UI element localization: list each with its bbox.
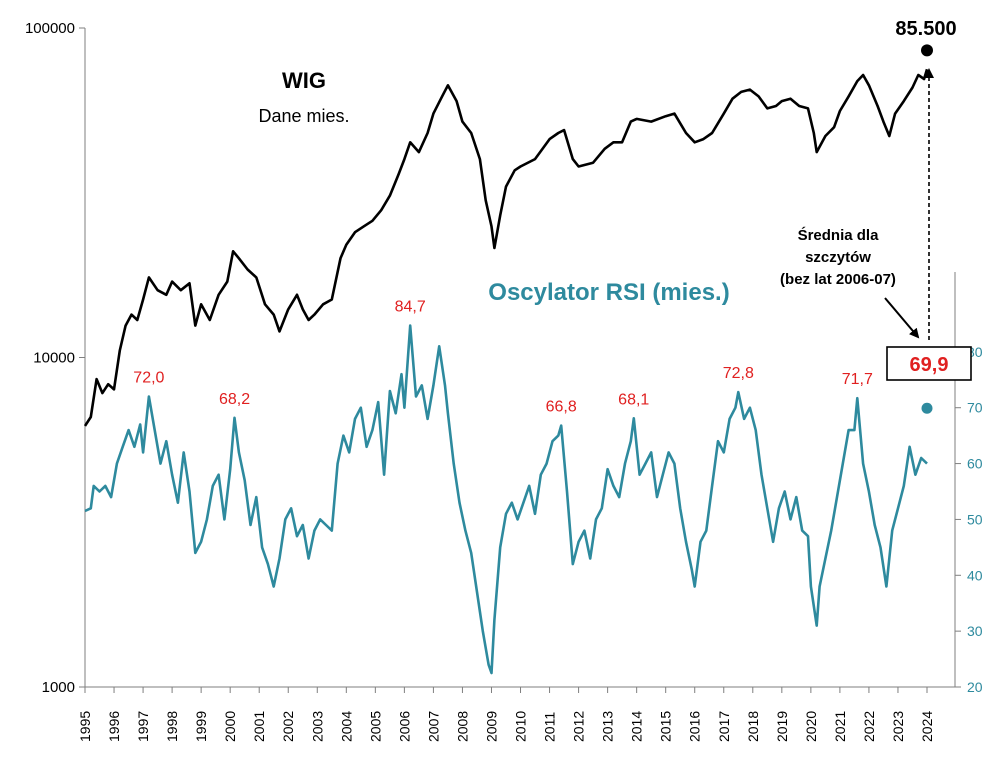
rsi-peak-label: 68,1 xyxy=(618,391,649,408)
x-axis-tick-label: 2016 xyxy=(687,711,703,742)
x-axis-tick-label: 2015 xyxy=(658,711,674,742)
average-value-box xyxy=(886,346,972,381)
x-axis-tick-label: 2020 xyxy=(803,711,819,742)
right-axis-tick-label: 50 xyxy=(967,511,983,527)
x-axis-tick-label: 2010 xyxy=(513,711,529,742)
x-axis-tick-label: 2023 xyxy=(890,711,906,742)
right-axis-tick-label: 40 xyxy=(967,567,983,583)
x-axis-tick-label: 1995 xyxy=(77,711,93,742)
x-axis-tick-label: 2009 xyxy=(483,711,499,742)
average-note-line-3: (bez lat 2006-07) xyxy=(780,271,896,288)
x-axis-tick-label: 2008 xyxy=(454,711,470,742)
average-value-label: 69,9 xyxy=(910,354,949,376)
x-axis-tick-label: 2002 xyxy=(280,711,296,742)
x-axis-tick-label: 2024 xyxy=(919,711,935,742)
x-axis-tick-label: 2012 xyxy=(571,711,587,742)
target-value-label: 85.500 xyxy=(895,18,956,40)
x-axis-tick-label: 2003 xyxy=(309,711,325,742)
right-axis-tick-label: 20 xyxy=(967,679,983,695)
left-axis-tick-label: 10000 xyxy=(33,350,75,367)
left-axis-tick-label: 100000 xyxy=(25,20,75,37)
rsi-peak-label: 71,7 xyxy=(842,371,873,388)
x-axis-ticks: 1995 1996 1997 1998 1999 2000 2001 2002 2003 2004… xyxy=(77,687,935,742)
x-axis-tick-label: 2001 xyxy=(251,711,267,742)
x-axis-tick-label: 2007 xyxy=(425,711,441,742)
x-axis-tick-label: 2022 xyxy=(861,711,877,742)
wig-series-line xyxy=(83,68,929,427)
rsi-peak-label: 68,2 xyxy=(219,391,250,408)
x-axis-tick-label: 2011 xyxy=(542,712,558,742)
x-axis-tick-label: 2014 xyxy=(629,711,645,742)
average-note-line-2: szczytów xyxy=(805,249,871,266)
chart-subtitle: Dane mies. xyxy=(258,106,349,126)
x-axis-tick-label: 2005 xyxy=(367,711,383,742)
x-axis-tick-label: 2004 xyxy=(338,711,354,742)
target-point xyxy=(921,44,933,57)
rsi-peak-label: 84,7 xyxy=(395,299,426,316)
x-axis-tick-label: 1999 xyxy=(193,711,209,742)
rsi-peak-label: 72,0 xyxy=(133,370,164,387)
rsi-peak-label: 72,8 xyxy=(723,365,754,382)
average-rsi-point xyxy=(921,402,933,414)
left-axis-tick-label: 1000 xyxy=(42,679,75,696)
x-axis-tick-label: 1996 xyxy=(106,711,122,742)
rsi-series-title: Oscylator RSI (mies.) xyxy=(488,279,729,306)
rsi-peak-labels: 72,0 68,2 84,7 66,8 68,1 72,8 71,7 xyxy=(133,299,873,416)
right-axis-tick-label: 60 xyxy=(967,456,983,472)
average-note-line-1: Średnia dla xyxy=(798,226,880,244)
x-axis-tick-label: 2013 xyxy=(600,711,616,742)
average-note-arrow xyxy=(884,297,920,339)
right-axis-tick-label: 70 xyxy=(967,400,983,416)
x-axis-tick-label: 2006 xyxy=(396,711,412,742)
rsi-peak-label: 66,8 xyxy=(546,399,577,416)
axes xyxy=(84,28,956,688)
rsi-series-line xyxy=(84,324,928,675)
left-axis-ticks: 1000 10000 100000 xyxy=(25,20,85,696)
x-axis-tick-label: 2019 xyxy=(774,711,790,742)
x-axis-tick-label: 1998 xyxy=(164,711,180,742)
x-axis-tick-label: 2017 xyxy=(716,711,732,742)
x-axis-tick-label: 2021 xyxy=(832,711,848,742)
x-axis-tick-label: 1997 xyxy=(135,711,151,742)
chart-title: WIG xyxy=(282,68,326,93)
x-axis-tick-label: 2018 xyxy=(745,711,761,742)
x-axis-tick-label: 2000 xyxy=(222,711,238,742)
right-axis-tick-label: 30 xyxy=(967,623,983,639)
